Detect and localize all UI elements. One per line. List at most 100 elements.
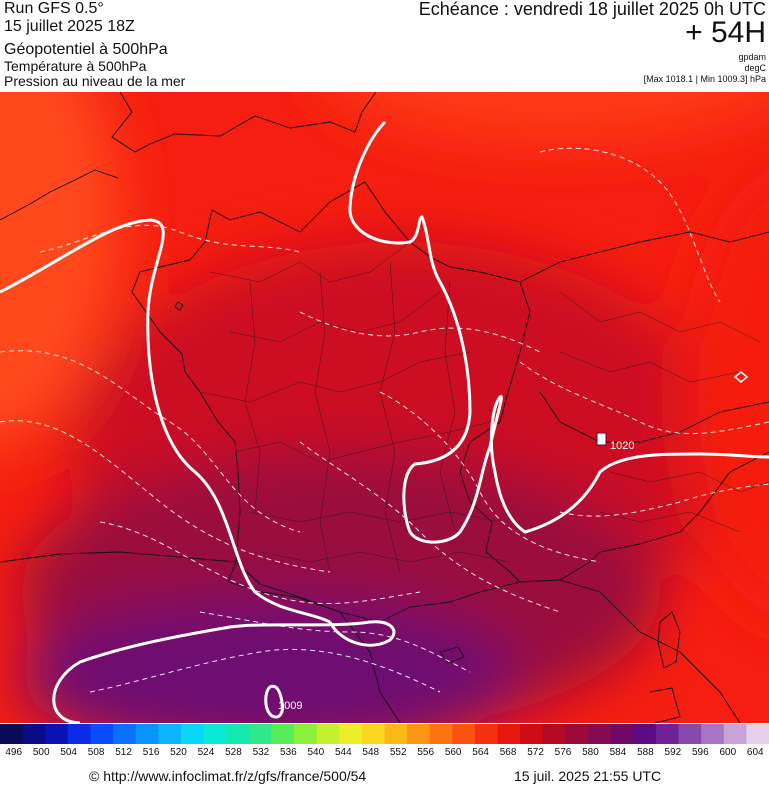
- cornwall-coast: [0, 169, 119, 221]
- scale-swatch: [746, 724, 769, 744]
- high-pressure-marker: [733, 371, 749, 383]
- color-scale-bar: [0, 724, 769, 744]
- scale-tick-label: 564: [472, 747, 489, 758]
- scale-tick-label: 576: [554, 747, 572, 758]
- scale-tick-label: 540: [307, 747, 325, 758]
- isohypse-north: [348, 120, 769, 544]
- scale-swatch: [271, 724, 295, 744]
- scale-swatch: [0, 724, 24, 744]
- temperature-isotherms: [0, 147, 769, 693]
- corsica: [657, 611, 681, 669]
- scale-swatch: [678, 724, 702, 744]
- scale-tick-label: 520: [170, 747, 187, 758]
- isotherm-10: [89, 648, 441, 693]
- scale-tick-label: 508: [87, 747, 105, 758]
- scale-tick-label: 588: [637, 747, 654, 758]
- isobar-label-1020: 1020: [610, 440, 634, 452]
- scale-swatch: [474, 724, 498, 744]
- france-swiss-border: [459, 421, 501, 503]
- scale-swatch: [226, 724, 250, 744]
- scale-swatch: [633, 724, 657, 744]
- param-temperature: Température à 500hPa: [4, 58, 147, 74]
- scale-tick-label: 592: [664, 747, 682, 758]
- isotherm-7: [299, 441, 561, 613]
- scale-swatch: [22, 724, 46, 744]
- run-date: 15 juillet 2025 18Z: [4, 18, 135, 35]
- field-red-east: [680, 166, 769, 618]
- mallorca: [439, 646, 465, 664]
- field-orange-ne: [337, 92, 769, 142]
- scale-swatch: [45, 724, 69, 744]
- scale-swatch: [316, 724, 340, 744]
- scale-swatch: [180, 724, 204, 744]
- scale-swatch: [610, 724, 634, 744]
- color-field: [0, 92, 769, 723]
- germany-north: [519, 231, 769, 283]
- field-orange-west: [0, 92, 120, 448]
- scale-swatch: [113, 724, 137, 744]
- region-boundaries: [199, 241, 769, 573]
- scale-swatch: [452, 724, 476, 744]
- scale-tick-label: 548: [362, 747, 380, 758]
- isohypse-south: [52, 620, 396, 723]
- france-germany-border: [499, 281, 531, 423]
- regions-center: [244, 261, 456, 573]
- scale-tick-label: 528: [225, 747, 242, 758]
- scale-swatch: [384, 724, 408, 744]
- sardinia: [649, 687, 681, 723]
- isotherm-5: [539, 147, 721, 303]
- scale-swatch: [407, 724, 431, 744]
- scale-tick-label: 556: [417, 747, 435, 758]
- scale-tick-label: 600: [719, 747, 737, 758]
- header: Run GFS 0.5° 15 juillet 2025 18Z Géopote…: [0, 0, 769, 92]
- param-geopotential: Géopotentiel à 500hPa: [4, 41, 168, 58]
- scale-swatch: [158, 724, 182, 744]
- scale-tick-label: 496: [5, 747, 23, 758]
- scale-swatch: [203, 724, 227, 744]
- scale-swatch: [520, 724, 544, 744]
- scale-swatch: [655, 724, 679, 744]
- scale-swatch: [90, 724, 114, 744]
- scale-swatch: [565, 724, 589, 744]
- scale-swatch: [361, 724, 385, 744]
- scale-tick-label: 536: [280, 747, 297, 758]
- alps-divide: [539, 391, 769, 443]
- isotherm-2: [0, 420, 331, 573]
- scale-swatch: [429, 724, 453, 744]
- scale-swatch: [497, 724, 521, 744]
- isotherm-11: [559, 483, 769, 517]
- scale-swatch: [248, 724, 272, 744]
- isotherm-12: [299, 311, 541, 353]
- scale-tick-label: 560: [444, 747, 462, 758]
- footer-timestamp: 15 juil. 2025 21:55 UTC: [514, 768, 662, 784]
- scale-tick-label: 524: [197, 747, 215, 758]
- footer-url[interactable]: © http://www.infoclimat.fr/z/gfs/france/…: [89, 768, 367, 784]
- unit-degc: degC: [744, 63, 766, 73]
- weather-map[interactable]: 1020 1009: [0, 92, 769, 723]
- isotherm-1: [0, 350, 301, 533]
- param-pressure: Pression au niveau de la mer: [4, 73, 186, 89]
- isotherm-9: [199, 611, 471, 673]
- scale-tick-label: 552: [389, 747, 407, 758]
- scale-tick-label: 580: [582, 747, 599, 758]
- pressure-range: [Max 1018.1 | Min 1009.3] hPa: [643, 74, 766, 84]
- regions-west: [199, 241, 491, 463]
- station-symbol-icon: [596, 432, 607, 446]
- scale-tick-label: 504: [60, 747, 77, 758]
- isohypse-west: [0, 218, 331, 624]
- scale-tick-label: 596: [691, 747, 709, 758]
- regions-east: [559, 291, 769, 533]
- color-scale-ticks: 496 500 504 508 512 516 520 524 528 532 536 540 544 5…: [0, 747, 769, 761]
- france-spain-border: [235, 561, 341, 613]
- run-title: Run GFS 0.5°: [4, 0, 104, 17]
- scale-swatch: [339, 724, 363, 744]
- field-purple-gulf: [20, 597, 520, 723]
- color-scale: 496 500 504 508 512 516 520 524 528 532 536 540 544 5…: [0, 724, 769, 762]
- scale-tick-label: 584: [609, 747, 627, 758]
- scale-swatch: [67, 724, 91, 744]
- scale-tick-label: 500: [32, 747, 50, 758]
- scale-tick-label: 512: [115, 747, 132, 758]
- isotherm-4: [39, 224, 301, 253]
- scale-swatch: [135, 724, 159, 744]
- regions-south: [249, 511, 511, 563]
